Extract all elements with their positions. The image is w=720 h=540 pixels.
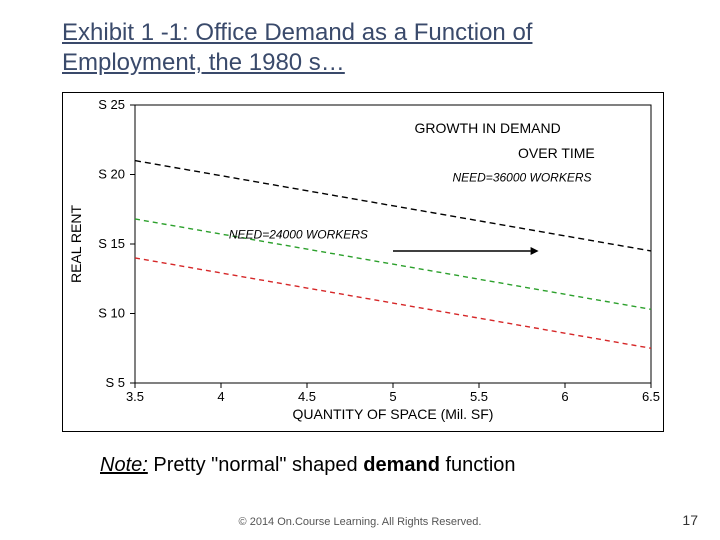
note-bold: demand [363, 454, 440, 476]
anno-growth-2: OVER TIME [518, 145, 595, 161]
line-demand-low [135, 258, 651, 348]
slide: Exhibit 1 -1: Office Demand as a Functio… [0, 0, 720, 540]
y-tick-label: S 20 [98, 167, 125, 182]
y-tick-label: S 15 [98, 236, 125, 251]
x-axis-title: QUANTITY OF SPACE (Mil. SF) [293, 406, 494, 422]
x-tick-label: 6.5 [642, 389, 660, 404]
note-tail: function [440, 454, 516, 476]
y-axis-title: REAL RENT [68, 205, 84, 284]
anno-growth-1: GROWTH IN DEMAND [414, 120, 560, 136]
y-tick-label: S 10 [98, 306, 125, 321]
slide-title: Exhibit 1 -1: Office Demand as a Functio… [62, 18, 662, 78]
anno-need-low: NEED=24000 WORKERS [229, 227, 368, 241]
chart-panel: S 5 S 10 S 15 S 20 S 25 3.5 4 4.5 5 5.5 6 6.5 QUANTI… [62, 92, 664, 432]
x-tick-label: 5 [389, 389, 396, 404]
note-mid: Pretty "normal" shaped [148, 454, 363, 476]
chart-svg: S 5 S 10 S 15 S 20 S 25 3.5 4 4.5 5 5.5 6 6.5 QUANTI… [63, 93, 663, 431]
note-prefix: Note: [100, 454, 148, 476]
note-text: Note: Pretty "normal" shaped demand func… [100, 454, 516, 477]
copyright: © 2014 On.Course Learning. All Rights Re… [0, 516, 720, 528]
x-tick-label: 4 [217, 389, 224, 404]
y-tick-label: S 5 [105, 375, 125, 390]
anno-arrow-head [531, 247, 539, 255]
line-demand-mid [135, 219, 651, 309]
anno-need-high: NEED=36000 WORKERS [452, 170, 591, 184]
x-tick-label: 4.5 [298, 389, 316, 404]
x-tick-label: 5.5 [470, 389, 488, 404]
y-tick-label: S 25 [98, 97, 125, 112]
x-tick-label: 3.5 [126, 389, 144, 404]
page-number: 17 [682, 512, 698, 528]
x-tick-label: 6 [561, 389, 568, 404]
